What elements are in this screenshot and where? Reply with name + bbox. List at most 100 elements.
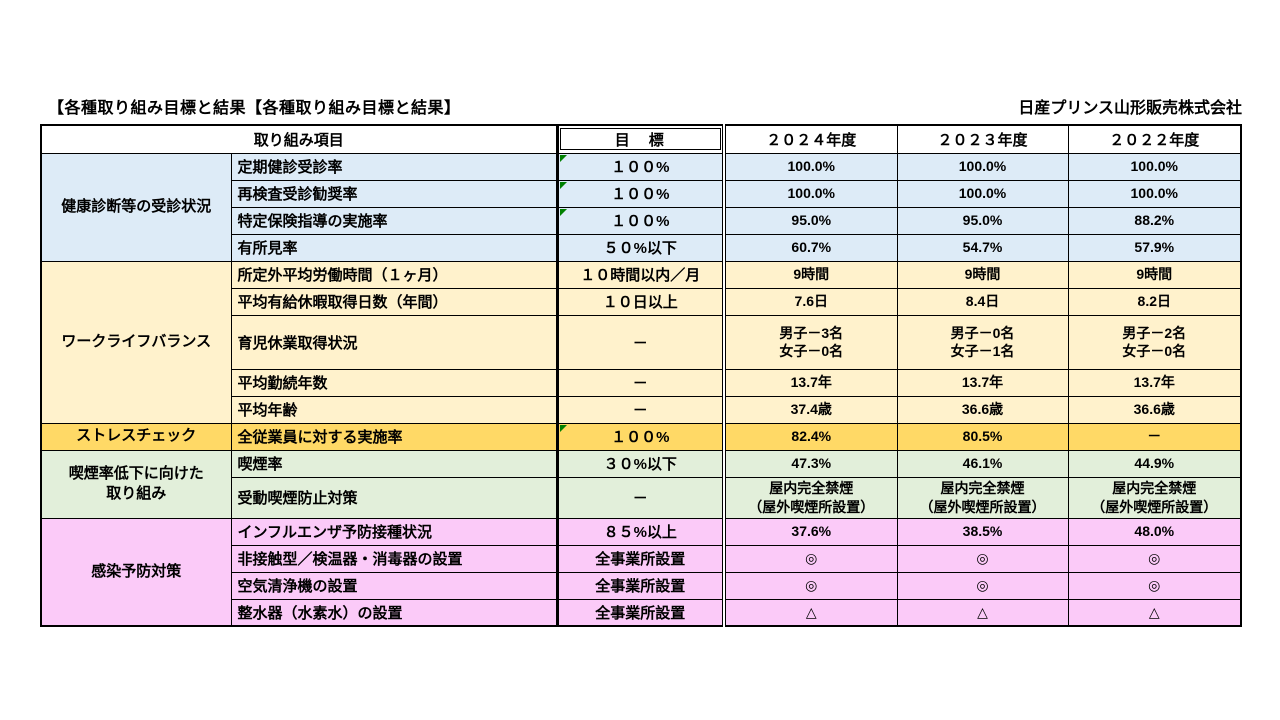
green-corner-marker [560, 154, 568, 163]
header-year-2024: ２０２４年度 [723, 124, 898, 154]
table-row: 平均勤続年数 － 13.7年 13.7年 13.7年 [41, 368, 1242, 397]
table-row: 感染予防対策 インフルエンザ予防接種状況 ８５%以上 37.6% 38.5% 4… [40, 517, 1242, 627]
table-row: ワークライフバランス 所定外平均労働時間（１ヶ月） １０時間以内／月 9時間 9… [40, 260, 1242, 424]
value-cell-2024: 7.6日 [723, 287, 898, 316]
item-cell: 全従業員に対する実施率 [230, 422, 558, 451]
value-cell-2022: 48.0% [1067, 517, 1242, 546]
target-cell: － [555, 476, 727, 519]
value-cell-2023: 屋内完全禁煙 （屋外喫煙所設置） [896, 476, 1069, 519]
table-header-row: 取り組み項目 目 標 ２０２４年度 ２０２３年度 ２０２２年度 [40, 124, 1242, 154]
table-row: 空気清浄機の設置 全事業所設置 ◎ ◎ ◎ [41, 571, 1242, 600]
item-cell: 平均有給休暇取得日数（年間） [230, 287, 558, 316]
item-cell: 空気清浄機の設置 [230, 571, 558, 600]
target-cell: ５０%以下 [555, 233, 727, 262]
value-cell-2023: 80.5% [896, 422, 1069, 451]
value-cell-2024: 60.7% [723, 233, 898, 262]
table-row: 特定保険指導の実施率 １００% 95.0% 95.0% 88.2% [41, 206, 1242, 235]
value-cell-2023: 100.0% [896, 152, 1069, 181]
value-cell-2022: 9時間 [1067, 260, 1242, 289]
target-cell: ８５%以上 [555, 517, 727, 546]
value-cell-2022: 100.0% [1067, 179, 1242, 208]
target-value: － [632, 334, 648, 352]
header-item: 取り組み項目 [40, 124, 558, 154]
table-row: 受動喫煙防止対策 － 屋内完全禁煙 （屋外喫煙所設置） 屋内完全禁煙 （屋外喫煙… [41, 476, 1242, 519]
results-table: 取り組み項目 目 標 ２０２４年度 ２０２３年度 ２０２２年度 健康診断等の受診… [40, 124, 1243, 627]
value-cell-2024: 47.3% [723, 449, 898, 478]
value-cell-2024: 100.0% [723, 152, 898, 181]
target-value: ５０%以下 [603, 240, 677, 257]
target-value: － [632, 490, 648, 507]
target-cell: 全事業所設置 [555, 544, 727, 573]
value-cell-2023: 100.0% [896, 179, 1069, 208]
header-year-2023: ２０２３年度 [896, 124, 1069, 154]
table-row: 育児休業取得状況 － 男子－3名 女子－0名 男子－0名 女子－1名 男子－2名… [41, 314, 1242, 370]
category-cell: 喫煙率低下に向けた 取り組み [40, 449, 232, 519]
value-cell-2022: 13.7年 [1067, 368, 1242, 397]
value-cell-2023: 9時間 [896, 260, 1069, 289]
item-cell: 定期健診受診率 [230, 152, 558, 181]
value-cell-2022: － [1067, 422, 1242, 451]
target-value: １００% [611, 429, 670, 446]
value-cell-2022: 36.6歳 [1067, 395, 1242, 424]
target-cell: １００% [555, 422, 727, 451]
table-row: 喫煙率低下に向けた 取り組み 喫煙率 ３０%以下 47.3% 46.1% 44.… [40, 449, 1242, 519]
title-bar: 【各種取り組み目標と結果【各種取り組み目標と結果】 日産プリンス山形販売株式会社 [48, 94, 1242, 118]
category-cell: 健康診断等の受診状況 [40, 152, 232, 262]
target-cell: － [555, 395, 727, 424]
target-value: １０日以上 [602, 294, 678, 311]
value-cell-2024: 9時間 [723, 260, 898, 289]
value-cell-2024: 13.7年 [723, 368, 898, 397]
target-cell: 全事業所設置 [555, 571, 727, 600]
table-row: 平均年齢 － 37.4歳 36.6歳 36.6歳 [41, 395, 1242, 424]
value-cell-2024: 95.0% [723, 206, 898, 235]
green-corner-marker [560, 208, 568, 217]
value-cell-2023: 36.6歳 [896, 395, 1069, 424]
green-corner-marker [560, 181, 568, 190]
header-target: 目 標 [555, 124, 727, 154]
target-value: 全事業所設置 [595, 578, 686, 595]
value-cell-2024: 37.6% [723, 517, 898, 546]
item-cell: 特定保険指導の実施率 [230, 206, 558, 235]
target-value: － [632, 375, 648, 392]
item-cell: インフルエンザ予防接種状況 [230, 517, 558, 546]
value-cell-2022: 屋内完全禁煙 （屋外喫煙所設置） [1067, 476, 1242, 519]
item-cell: 再検査受診勧奨率 [230, 179, 558, 208]
header-year-2022: ２０２２年度 [1067, 124, 1242, 154]
green-corner-marker [560, 424, 568, 433]
target-cell: １００% [555, 206, 727, 235]
item-cell: 非接触型／検温器・消毒器の設置 [230, 544, 558, 573]
value-cell-2023: 95.0% [896, 206, 1069, 235]
target-value: ８５%以上 [603, 524, 677, 541]
target-cell: １００% [555, 152, 727, 181]
target-cell: － [555, 314, 727, 370]
value-cell-2024: ◎ [723, 544, 898, 573]
value-cell-2024: 37.4歳 [723, 395, 898, 424]
item-cell: 育児休業取得状況 [230, 314, 558, 370]
value-cell-2023: ◎ [896, 571, 1069, 600]
target-value: １００% [611, 213, 670, 230]
target-cell: ３０%以下 [555, 449, 727, 478]
target-cell: １０時間以内／月 [555, 260, 727, 289]
category-cell: 感染予防対策 [40, 517, 232, 627]
item-cell: 所定外平均労働時間（１ヶ月） [230, 260, 558, 289]
table-row: 非接触型／検温器・消毒器の設置 全事業所設置 ◎ ◎ ◎ [41, 544, 1242, 573]
value-cell-2024: ◎ [723, 571, 898, 600]
value-cell-2024: △ [723, 598, 898, 627]
target-value: 全事業所設置 [595, 551, 686, 568]
value-cell-2022: 57.9% [1067, 233, 1242, 262]
target-value: １０時間以内／月 [580, 267, 701, 284]
value-cell-2023: 46.1% [896, 449, 1069, 478]
value-cell-2022: 男子－2名 女子－0名 [1067, 314, 1242, 370]
target-value: － [632, 402, 648, 419]
category-cell: ストレスチェック [40, 422, 232, 451]
item-cell: 平均勤続年数 [230, 368, 558, 397]
value-cell-2022: 100.0% [1067, 152, 1242, 181]
table-row: 有所見率 ５０%以下 60.7% 54.7% 57.9% [41, 233, 1242, 262]
value-cell-2022: 8.2日 [1067, 287, 1242, 316]
target-cell: 全事業所設置 [555, 598, 727, 627]
value-cell-2023: 8.4日 [896, 287, 1069, 316]
target-cell: － [555, 368, 727, 397]
value-cell-2024: 男子－3名 女子－0名 [723, 314, 898, 370]
target-value: １００% [611, 159, 670, 176]
target-cell: １００% [555, 179, 727, 208]
